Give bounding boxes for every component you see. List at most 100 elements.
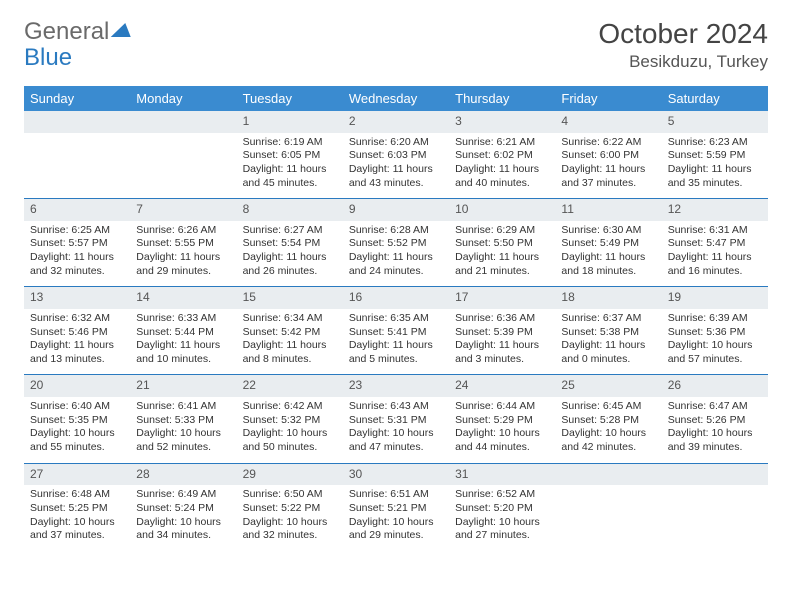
sunset-text: Sunset: 5:57 PM xyxy=(30,237,124,251)
sunrise-text: Sunrise: 6:28 AM xyxy=(349,224,443,238)
sunrise-text: Sunrise: 6:31 AM xyxy=(668,224,762,238)
sunrise-text: Sunrise: 6:50 AM xyxy=(243,488,337,502)
dow-wednesday: Wednesday xyxy=(343,86,449,111)
day-number: 12 xyxy=(662,199,768,221)
sunset-text: Sunset: 6:02 PM xyxy=(455,149,549,163)
daylight-line2: and 44 minutes. xyxy=(455,441,549,455)
day-body xyxy=(24,133,130,191)
sunrise-text: Sunrise: 6:25 AM xyxy=(30,224,124,238)
day-body: Sunrise: 6:48 AMSunset: 5:25 PMDaylight:… xyxy=(24,485,130,551)
dow-saturday: Saturday xyxy=(662,86,768,111)
daylight-line1: Daylight: 10 hours xyxy=(561,427,655,441)
daylight-line2: and 32 minutes. xyxy=(30,265,124,279)
logo-triangle-icon xyxy=(111,23,136,37)
sunrise-text: Sunrise: 6:22 AM xyxy=(561,136,655,150)
daylight-line1: Daylight: 10 hours xyxy=(349,516,443,530)
day-body: Sunrise: 6:43 AMSunset: 5:31 PMDaylight:… xyxy=(343,397,449,463)
dow-sunday: Sunday xyxy=(24,86,130,111)
sunset-text: Sunset: 5:28 PM xyxy=(561,414,655,428)
day-cell: 14Sunrise: 6:33 AMSunset: 5:44 PMDayligh… xyxy=(130,287,236,375)
sunrise-text: Sunrise: 6:48 AM xyxy=(30,488,124,502)
sunset-text: Sunset: 6:05 PM xyxy=(243,149,337,163)
day-number: 29 xyxy=(237,464,343,486)
day-body: Sunrise: 6:31 AMSunset: 5:47 PMDaylight:… xyxy=(662,221,768,287)
sunrise-text: Sunrise: 6:51 AM xyxy=(349,488,443,502)
daylight-line1: Daylight: 10 hours xyxy=(136,516,230,530)
daylight-line1: Daylight: 10 hours xyxy=(349,427,443,441)
sunset-text: Sunset: 5:44 PM xyxy=(136,326,230,340)
sunrise-text: Sunrise: 6:33 AM xyxy=(136,312,230,326)
sunrise-text: Sunrise: 6:20 AM xyxy=(349,136,443,150)
daylight-line2: and 55 minutes. xyxy=(30,441,124,455)
day-body: Sunrise: 6:49 AMSunset: 5:24 PMDaylight:… xyxy=(130,485,236,551)
day-number xyxy=(555,464,661,486)
sunset-text: Sunset: 5:31 PM xyxy=(349,414,443,428)
daylight-line1: Daylight: 11 hours xyxy=(243,339,337,353)
calendar-page: General October 2024 Besikduzu, Turkey B… xyxy=(0,0,792,569)
day-body: Sunrise: 6:25 AMSunset: 5:57 PMDaylight:… xyxy=(24,221,130,287)
day-number: 28 xyxy=(130,464,236,486)
day-body: Sunrise: 6:42 AMSunset: 5:32 PMDaylight:… xyxy=(237,397,343,463)
daylight-line1: Daylight: 11 hours xyxy=(243,163,337,177)
month-title: October 2024 xyxy=(598,18,768,50)
daylight-line1: Daylight: 10 hours xyxy=(136,427,230,441)
sunset-text: Sunset: 5:33 PM xyxy=(136,414,230,428)
day-number: 15 xyxy=(237,287,343,309)
day-number: 5 xyxy=(662,111,768,133)
dow-tuesday: Tuesday xyxy=(237,86,343,111)
day-body: Sunrise: 6:40 AMSunset: 5:35 PMDaylight:… xyxy=(24,397,130,463)
day-cell: 17Sunrise: 6:36 AMSunset: 5:39 PMDayligh… xyxy=(449,287,555,375)
day-body xyxy=(662,485,768,543)
location: Besikduzu, Turkey xyxy=(598,52,768,72)
day-cell: 27Sunrise: 6:48 AMSunset: 5:25 PMDayligh… xyxy=(24,463,130,551)
day-body: Sunrise: 6:47 AMSunset: 5:26 PMDaylight:… xyxy=(662,397,768,463)
sunrise-text: Sunrise: 6:27 AM xyxy=(243,224,337,238)
day-body xyxy=(555,485,661,543)
sunrise-text: Sunrise: 6:42 AM xyxy=(243,400,337,414)
day-number: 23 xyxy=(343,375,449,397)
daylight-line2: and 52 minutes. xyxy=(136,441,230,455)
daylight-line1: Daylight: 11 hours xyxy=(561,339,655,353)
day-cell: 11Sunrise: 6:30 AMSunset: 5:49 PMDayligh… xyxy=(555,199,661,287)
dow-friday: Friday xyxy=(555,86,661,111)
week-row: 27Sunrise: 6:48 AMSunset: 5:25 PMDayligh… xyxy=(24,463,768,551)
daylight-line2: and 3 minutes. xyxy=(455,353,549,367)
daylight-line1: Daylight: 10 hours xyxy=(243,516,337,530)
day-cell: 3Sunrise: 6:21 AMSunset: 6:02 PMDaylight… xyxy=(449,111,555,199)
sunrise-text: Sunrise: 6:34 AM xyxy=(243,312,337,326)
daylight-line2: and 26 minutes. xyxy=(243,265,337,279)
sunrise-text: Sunrise: 6:43 AM xyxy=(349,400,443,414)
daylight-line2: and 29 minutes. xyxy=(349,529,443,543)
daylight-line2: and 43 minutes. xyxy=(349,177,443,191)
daylight-line2: and 57 minutes. xyxy=(668,353,762,367)
sunset-text: Sunset: 5:47 PM xyxy=(668,237,762,251)
sunrise-text: Sunrise: 6:39 AM xyxy=(668,312,762,326)
sunset-text: Sunset: 5:41 PM xyxy=(349,326,443,340)
day-number: 2 xyxy=(343,111,449,133)
day-cell: 18Sunrise: 6:37 AMSunset: 5:38 PMDayligh… xyxy=(555,287,661,375)
day-number: 26 xyxy=(662,375,768,397)
day-body: Sunrise: 6:26 AMSunset: 5:55 PMDaylight:… xyxy=(130,221,236,287)
day-number xyxy=(662,464,768,486)
day-number: 30 xyxy=(343,464,449,486)
day-cell: 31Sunrise: 6:52 AMSunset: 5:20 PMDayligh… xyxy=(449,463,555,551)
day-body: Sunrise: 6:32 AMSunset: 5:46 PMDaylight:… xyxy=(24,309,130,375)
day-body: Sunrise: 6:22 AMSunset: 6:00 PMDaylight:… xyxy=(555,133,661,199)
day-cell: 9Sunrise: 6:28 AMSunset: 5:52 PMDaylight… xyxy=(343,199,449,287)
day-cell: 28Sunrise: 6:49 AMSunset: 5:24 PMDayligh… xyxy=(130,463,236,551)
day-number: 24 xyxy=(449,375,555,397)
sunrise-text: Sunrise: 6:44 AM xyxy=(455,400,549,414)
day-body xyxy=(130,133,236,191)
daylight-line2: and 40 minutes. xyxy=(455,177,549,191)
daylight-line1: Daylight: 10 hours xyxy=(668,427,762,441)
day-body: Sunrise: 6:29 AMSunset: 5:50 PMDaylight:… xyxy=(449,221,555,287)
day-body: Sunrise: 6:44 AMSunset: 5:29 PMDaylight:… xyxy=(449,397,555,463)
week-row: 1Sunrise: 6:19 AMSunset: 6:05 PMDaylight… xyxy=(24,111,768,199)
day-number: 3 xyxy=(449,111,555,133)
day-number: 11 xyxy=(555,199,661,221)
week-row: 13Sunrise: 6:32 AMSunset: 5:46 PMDayligh… xyxy=(24,287,768,375)
daylight-line1: Daylight: 11 hours xyxy=(349,163,443,177)
daylight-line1: Daylight: 11 hours xyxy=(561,163,655,177)
logo-line2: Blue xyxy=(24,44,144,72)
daylight-line2: and 39 minutes. xyxy=(668,441,762,455)
